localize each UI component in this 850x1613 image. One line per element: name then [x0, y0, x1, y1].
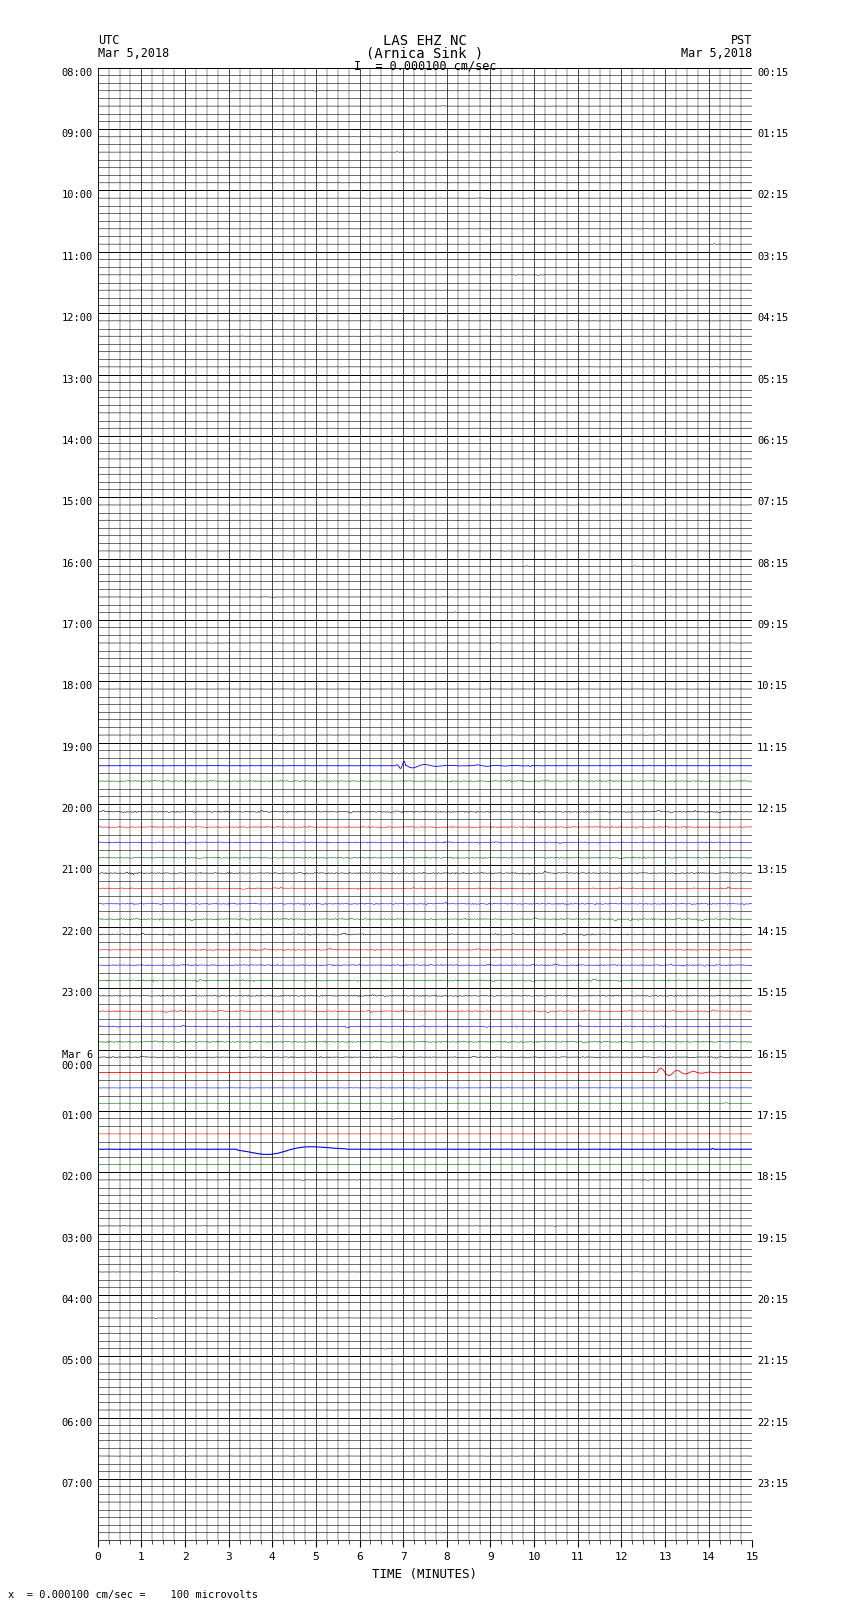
- Text: x  = 0.000100 cm/sec =    100 microvolts: x = 0.000100 cm/sec = 100 microvolts: [8, 1590, 258, 1600]
- X-axis label: TIME (MINUTES): TIME (MINUTES): [372, 1568, 478, 1581]
- Text: LAS EHZ NC: LAS EHZ NC: [383, 34, 467, 48]
- Text: Mar 5,2018: Mar 5,2018: [681, 47, 752, 60]
- Text: Mar 5,2018: Mar 5,2018: [98, 47, 169, 60]
- Text: (Arnica Sink ): (Arnica Sink ): [366, 47, 484, 61]
- Text: I  = 0.000100 cm/sec: I = 0.000100 cm/sec: [354, 60, 496, 73]
- Text: UTC: UTC: [98, 34, 119, 47]
- Text: PST: PST: [731, 34, 752, 47]
